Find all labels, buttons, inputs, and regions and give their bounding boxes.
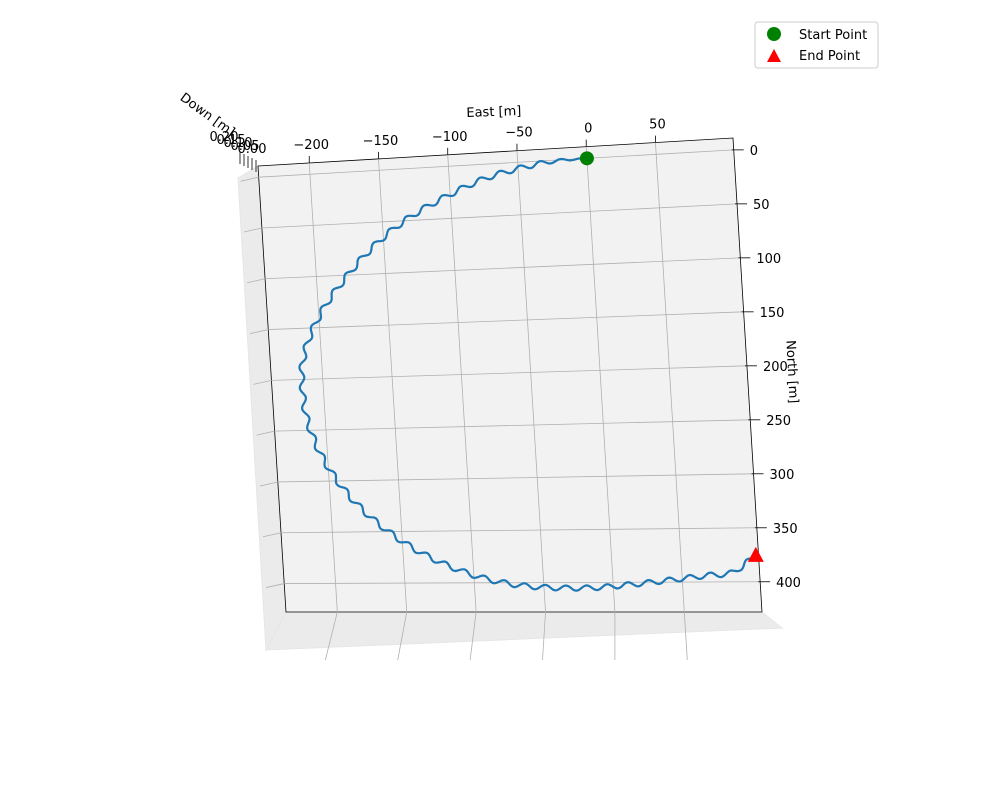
- bottom-pane: [265, 611, 784, 651]
- y-tick-label: 150: [760, 306, 785, 321]
- grid-line-x: [655, 142, 685, 613]
- grid-line-y-wall: [256, 430, 275, 436]
- grid-line-y: [258, 149, 734, 178]
- grid-line-x-wall: [683, 611, 688, 661]
- grid-line-y: [274, 419, 751, 432]
- grid-line-y-wall: [250, 329, 269, 334]
- grid-line-y: [268, 311, 744, 330]
- legend-box: [754, 21, 879, 69]
- y-axis-title: North [m]: [782, 340, 800, 404]
- x-tick-label: −50: [505, 126, 532, 141]
- legend-end-marker: [767, 49, 781, 62]
- grid-line-x-wall: [469, 611, 477, 661]
- legend: Start Point End Point: [754, 21, 879, 69]
- x-tick-label: −150: [363, 134, 399, 149]
- end-point-marker: [747, 546, 764, 562]
- y-tick-label: 250: [766, 414, 791, 429]
- y-tick-label: 100: [756, 252, 781, 267]
- legend-start-label: Start Point: [799, 28, 867, 43]
- trajectory-line: [298, 157, 758, 592]
- y-tick-label: 400: [776, 576, 801, 591]
- grid-line-y-wall: [253, 379, 272, 385]
- z-axis-title: Down [m]: [177, 90, 237, 140]
- z-tick-label: 0.20: [210, 130, 239, 145]
- grid-line-x: [447, 154, 477, 613]
- grid-line-x: [585, 146, 616, 613]
- grid-line-x-wall: [397, 611, 408, 661]
- x-tick-label: −100: [432, 130, 468, 145]
- grid-line-x-wall: [542, 611, 546, 661]
- y-tick-label: 50: [753, 198, 770, 213]
- z-tick-label: 0.15: [217, 133, 246, 148]
- grid-line-y-wall: [246, 278, 266, 284]
- y-tick-label: 350: [773, 522, 798, 537]
- y-tick-label: 0: [750, 144, 758, 159]
- grid-line-y: [271, 365, 747, 381]
- grid-line-y-wall: [262, 532, 282, 538]
- legend-start-marker: [767, 27, 781, 41]
- y-tick-label: 200: [763, 360, 788, 375]
- grid-line-y-wall: [240, 176, 259, 182]
- legend-end-label: End Point: [799, 49, 860, 64]
- x-tick-label: −200: [293, 138, 329, 153]
- grid-line-y-wall: [259, 481, 278, 487]
- grid-line-y: [277, 473, 754, 483]
- grid-line-y-wall: [266, 583, 285, 588]
- z-axis-ticks: 0.200.150.100.050.00: [210, 130, 267, 172]
- grid-line-x: [378, 158, 408, 613]
- grid-line-y-wall: [243, 227, 262, 233]
- grid-line-x: [516, 150, 546, 613]
- y-tick-label: 300: [770, 468, 795, 483]
- z-tick-label: 0.00: [238, 142, 267, 157]
- x-axis-title: East [m]: [466, 104, 521, 121]
- x-axis-ticks: −200 −150 −100 −50 0 50: [293, 118, 666, 163]
- grid-line-x: [308, 162, 338, 613]
- z-tick-label: 0.10: [224, 136, 253, 151]
- x-tick-label: 50: [649, 118, 666, 133]
- floor-pane: [257, 137, 763, 613]
- grid-line-y: [281, 527, 757, 534]
- x-tick-label: 0: [584, 122, 592, 137]
- grid-line-y: [261, 203, 738, 229]
- y-axis-ticks: 0 50 100 150 200 250 300 350 400: [731, 144, 801, 591]
- grid-line-x-wall: [324, 611, 338, 661]
- z-tick-label: 0.05: [231, 139, 260, 154]
- start-point-marker: [579, 151, 594, 166]
